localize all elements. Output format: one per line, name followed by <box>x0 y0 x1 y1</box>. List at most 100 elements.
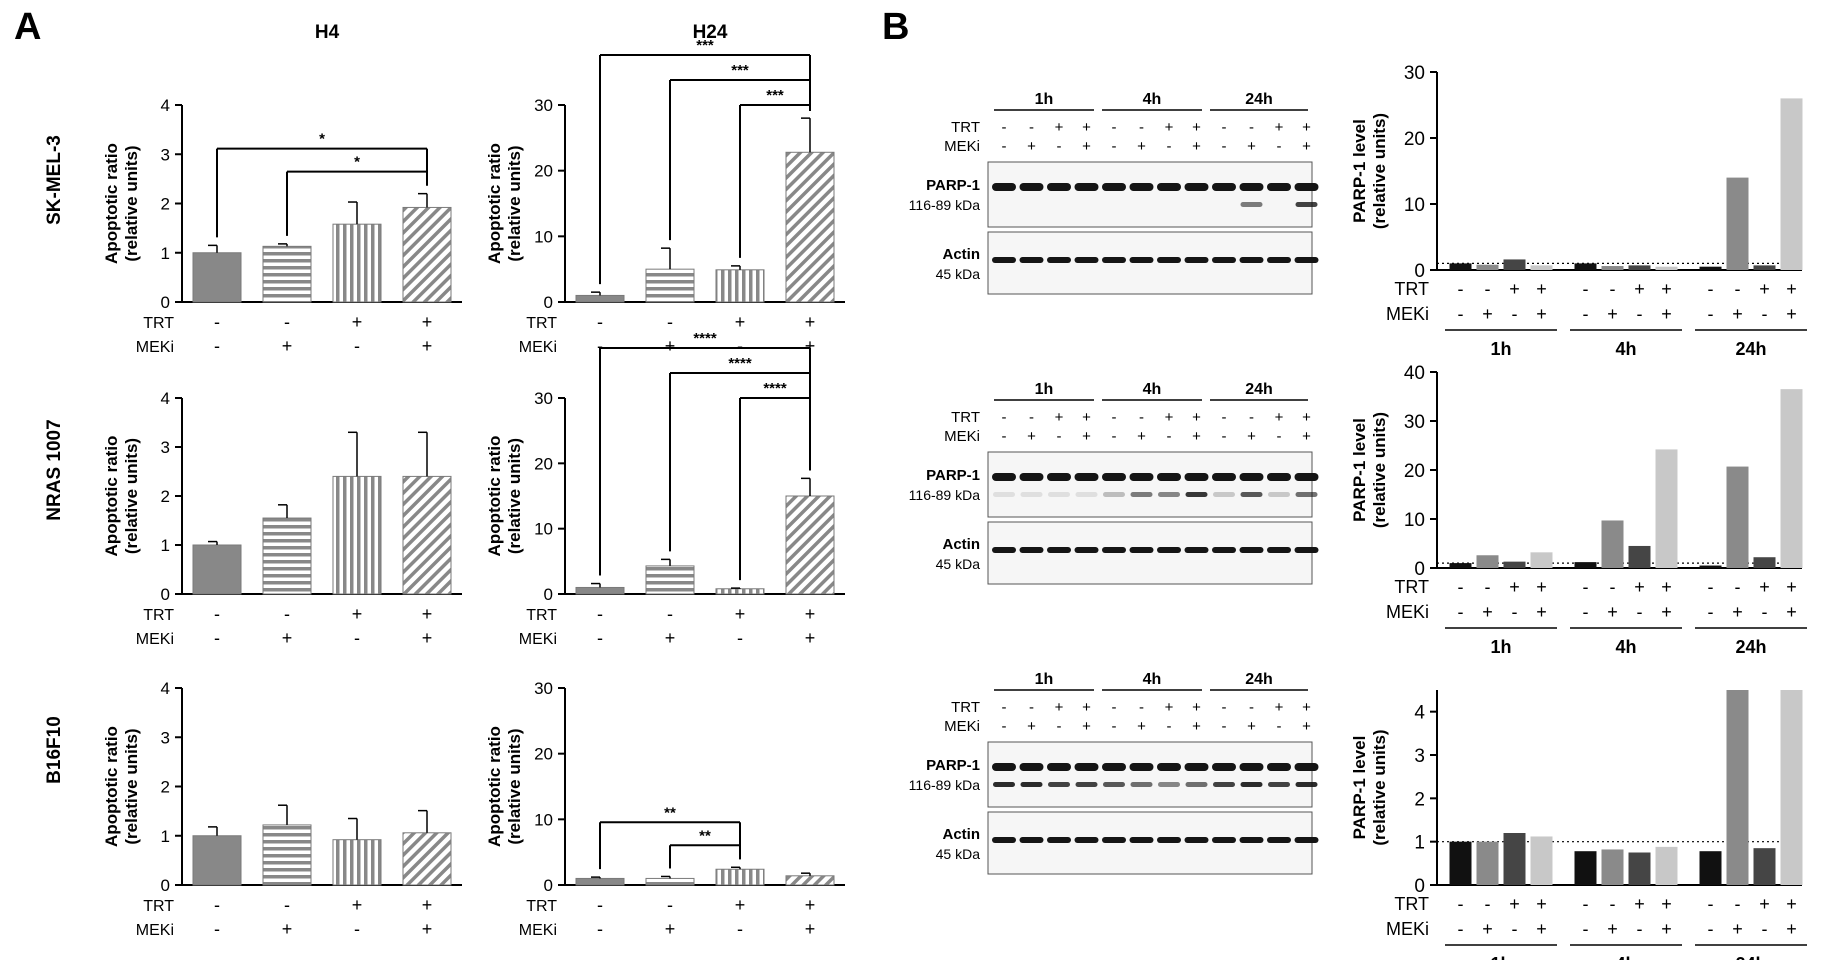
parp-band <box>1239 473 1264 481</box>
blot-sign: + <box>1302 718 1311 735</box>
treatment-sign: - <box>1512 602 1518 622</box>
blot-treatment-trt: TRT <box>951 699 980 716</box>
treatment-sign: + <box>1509 894 1520 914</box>
parp-band <box>1102 183 1126 191</box>
parp-blot-box <box>987 161 1313 228</box>
treatment-sign: - <box>1458 577 1464 597</box>
actin-band <box>1074 257 1099 263</box>
group-label: 1h <box>1490 637 1511 657</box>
treatment-sign: - <box>667 895 673 915</box>
blot-sign: + <box>1055 699 1064 716</box>
treatment-sign: + <box>1732 304 1743 324</box>
treatment-sign: - <box>1637 919 1643 939</box>
blot-sign: + <box>1192 119 1201 136</box>
treatment-sign: + <box>1786 577 1797 597</box>
column-title-h4: H4 <box>315 22 340 43</box>
blot-sign: + <box>1275 119 1284 136</box>
bar <box>645 877 695 886</box>
treatment-label-trt: TRT <box>526 898 557 915</box>
actin-band <box>1267 547 1291 553</box>
y-tick-label: 10 <box>1404 510 1425 531</box>
bar <box>575 586 625 595</box>
bar <box>1476 841 1499 885</box>
actin-band <box>1239 547 1264 553</box>
parp-cleaved-band <box>1213 782 1235 787</box>
y-tick-label: 3 <box>161 145 170 164</box>
blot-timepoint: 1h <box>1035 381 1054 398</box>
treatment-label-trt: TRT <box>526 607 557 624</box>
y-tick-label: 0 <box>544 585 553 604</box>
treatment-sign: + <box>422 312 433 332</box>
blot-treatment-meki: MEKi <box>944 138 980 155</box>
blot-treatment-trt: TRT <box>951 119 980 136</box>
blot-label-parp-kda: 116-89 kDa <box>909 487 981 503</box>
treatment-sign: - <box>214 628 220 648</box>
treatment-sign: + <box>665 628 676 648</box>
treatment-sign: - <box>667 312 673 332</box>
blot-sign: - <box>1277 428 1282 445</box>
treatment-label-meki: MEKi <box>519 631 557 648</box>
y-tick-label: 3 <box>161 438 170 457</box>
y-tick-label: 4 <box>161 389 170 408</box>
treatment-sign: - <box>1458 279 1464 299</box>
actin-band <box>1267 257 1291 263</box>
parp-band <box>1294 473 1319 481</box>
y-tick-label: 30 <box>534 389 553 408</box>
y-tick-label: 0 <box>1414 261 1425 282</box>
parp-band <box>1129 473 1154 481</box>
y-axis-label: PARP-1 level <box>1350 119 1369 223</box>
bar <box>262 824 312 886</box>
treatment-sign: - <box>1637 602 1643 622</box>
treatment-sign: + <box>1759 279 1770 299</box>
treatment-sign: + <box>1536 577 1547 597</box>
y-axis-label: PARP-1 level <box>1350 418 1369 522</box>
y-tick-label: 30 <box>534 96 553 115</box>
bar <box>1726 690 1749 885</box>
bar <box>1699 266 1722 270</box>
actin-band <box>1074 547 1099 553</box>
blot-sign: + <box>1247 138 1256 155</box>
blot-sign: + <box>1082 119 1091 136</box>
actin-band <box>1074 837 1099 843</box>
treatment-sign: + <box>422 336 433 356</box>
blot-timepoint: 4h <box>1143 671 1162 688</box>
blot-sign: + <box>1082 138 1091 155</box>
bar <box>1628 852 1651 885</box>
bar <box>715 868 765 886</box>
parp-cleaved-band <box>1020 492 1043 497</box>
bar <box>575 877 625 886</box>
treatment-sign: - <box>1762 304 1768 324</box>
treatment-sign: - <box>737 919 743 939</box>
treatment-sign: - <box>1583 602 1589 622</box>
y-tick-label: 1 <box>161 827 170 846</box>
parp-band <box>1239 763 1264 771</box>
treatment-sign: + <box>1759 577 1770 597</box>
blot-label-actin-kda: 45 kDa <box>936 266 981 282</box>
blot-sign: + <box>1192 718 1201 735</box>
blot-sign: - <box>1029 409 1034 426</box>
treatment-sign: - <box>737 336 743 356</box>
treatment-sign: + <box>1607 304 1618 324</box>
y-tick-label: 0 <box>1414 559 1425 580</box>
panel-label-a: A <box>14 6 42 48</box>
column-title-h24: H24 <box>693 22 728 43</box>
treatment-sign: - <box>1708 304 1714 324</box>
treatment-sign: - <box>284 312 290 332</box>
parp-band <box>1074 763 1099 771</box>
treatment-label-trt: TRT <box>526 315 557 332</box>
parp-cleaved-band <box>1295 782 1318 787</box>
actin-band <box>1102 837 1126 843</box>
treatment-sign: - <box>597 312 603 332</box>
y-axis-label: Apoptotic ratio <box>485 436 504 557</box>
actin-band <box>992 257 1016 263</box>
actin-band <box>1294 837 1319 843</box>
treatment-sign: + <box>1661 577 1672 597</box>
treatment-sign: - <box>1610 577 1616 597</box>
treatment-sign: + <box>1786 279 1797 299</box>
bar <box>332 839 382 886</box>
y-axis-label: Apoptotic ratio <box>102 726 121 847</box>
parp-cleaved-band <box>1240 492 1263 497</box>
parp-band <box>1019 183 1044 191</box>
blot-sign: + <box>1192 409 1201 426</box>
blot-sign: + <box>1082 699 1091 716</box>
